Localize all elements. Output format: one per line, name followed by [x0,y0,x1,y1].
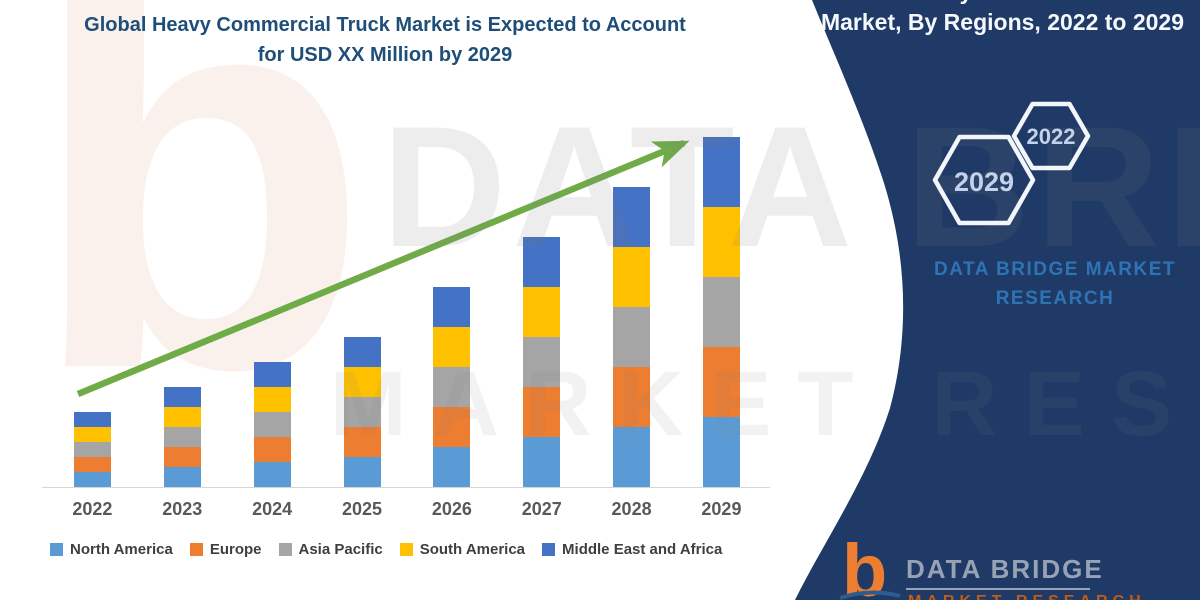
bar-segment-north-america [433,447,471,487]
legend-swatch [278,543,292,556]
legend-label: South America [419,541,526,558]
x-axis-label-2023: 2023 [162,499,203,519]
hexagon-2029-label: 2029 [953,167,1015,197]
bar-segment-south-america [73,427,111,442]
logo-name-text: DATA BRIDGE [906,554,1104,584]
bar-segment-asia-pacific [253,412,291,437]
x-axis-label-2026: 2026 [431,499,472,519]
hexagon-2022 [1011,101,1091,171]
bar-segment-europe [433,407,471,447]
bar-segment-middle-east-and-africa [73,412,111,427]
legend-label: Europe [209,541,262,558]
chart-title-line1: Global Heavy Commercial Truck Market is … [84,14,686,36]
panel-heading: Global Heavy Commercial Truck Market, By… [810,0,1195,38]
logo-b-icon: b [842,529,888,600]
legend-item-europe: Europe [189,541,262,558]
bar-segment-asia-pacific [343,397,381,427]
legend-swatch [50,543,63,556]
bar-segment-asia-pacific [163,427,201,447]
bar-segment-north-america [523,437,561,487]
chart-legend: North America Europe Asia Pacific South Ame… [50,541,770,558]
data-bridge-logo: b DATA BRIDGE MARKET RESEARCH [838,534,1141,600]
legend-swatch [399,543,413,556]
bar-segment-north-america [253,462,291,487]
bar-segment-north-america [73,472,111,487]
bar-segment-asia-pacific [702,277,740,347]
logo-subname-text: MARKET RESEARCH [908,593,1146,600]
bar-segment-middle-east-and-africa [702,137,740,207]
bar-segment-europe [253,437,291,462]
bar-segment-south-america [163,407,201,427]
legend-label: North America [70,541,173,558]
hexagon-2029 [932,134,1036,226]
bar-segment-north-america [343,457,381,487]
bar-segment-south-america [702,207,740,277]
bar-segment-europe [73,457,111,472]
stacked-bar-2022 [73,412,111,487]
bar-segment-north-america [613,427,651,487]
legend-item-middle-east-and-africa: Middle East and Africa [542,541,722,558]
x-axis-label-2029: 2029 [701,499,742,519]
panel-brand-line1: DATA BRIDGE MARKET [934,259,1176,280]
x-axis-label-2024: 2024 [252,499,293,519]
stacked-bar-2029 [702,137,740,487]
x-axis-label-2022: 2022 [72,499,113,519]
x-axis-label-2027: 2027 [521,499,562,519]
logo-swoosh-icon [839,590,901,600]
bar-segment-europe [343,427,381,457]
x-axis-label-2025: 2025 [341,499,383,519]
bar-segment-europe [163,447,201,467]
legend-item-asia-pacific: Asia Pacific [278,541,383,558]
legend-label: Asia Pacific [298,541,383,558]
logo-underline [906,588,1090,590]
panel-heading-clipped-line: Global Heavy Commercial Truck [810,0,1195,7]
bar-segment-north-america [163,467,201,487]
legend-swatch [542,543,556,556]
legend-swatch [189,543,203,556]
panel-brand-text: DATA BRIDGE MARKET RESEARCH [900,255,1200,313]
panel-brand-line2: RESEARCH [995,288,1115,309]
legend-item-south-america: South America [399,541,526,558]
chart-title-line2: for USD XX Million by 2029 [257,44,513,66]
panel-heading-main-line: Market, By Regions, 2022 to 2029 [820,9,1185,35]
legend-label: Middle East and Africa [562,541,723,558]
x-axis-line [42,487,770,488]
chart-title: Global Heavy Commercial Truck Market is … [28,10,742,70]
bar-segment-europe [702,347,740,417]
hexagon-2022-label: 2022 [1026,124,1076,149]
bar-segment-asia-pacific [73,442,111,457]
bar-segment-north-america [702,417,740,487]
legend-item-north-america: North America [50,541,173,558]
x-axis-label-2028: 2028 [611,499,652,519]
